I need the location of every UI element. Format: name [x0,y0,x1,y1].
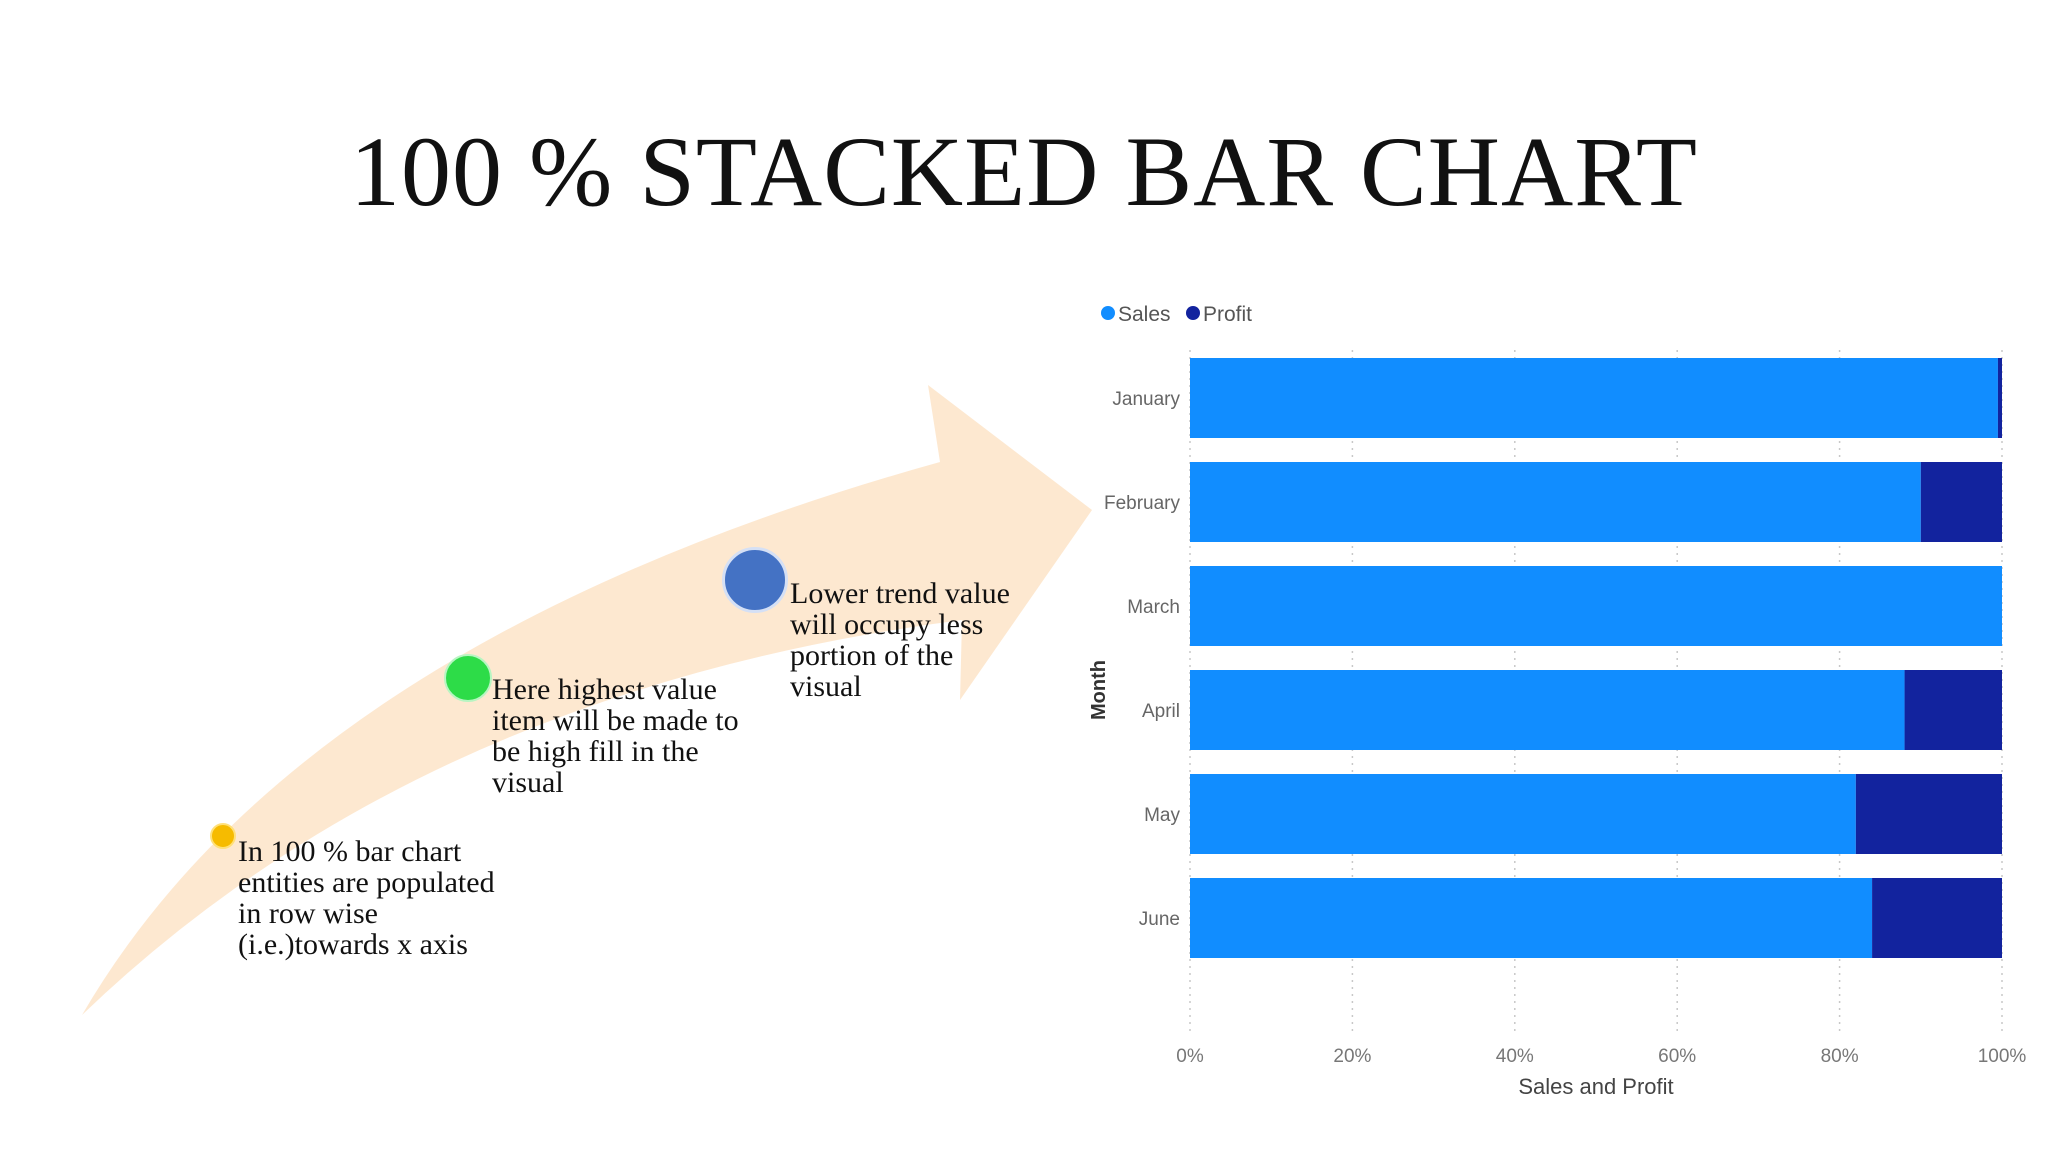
bar-february-sales [1190,462,1921,542]
category-label-may: May [1144,805,1180,826]
legend-swatch-sales [1101,306,1115,320]
note-entities-row-wise: In 100 % bar chart entities are populate… [238,835,495,961]
chart-category-labels: January February March April May June [1104,389,1181,930]
bar-june-sales [1190,878,1873,958]
x-tick-label: 80% [1821,1046,1859,1067]
curved-arrow-shape [82,385,1092,1015]
page-title: 100 % STACKED BAR CHART [350,116,1698,227]
chart-x-ticks: 0% 20% 40% 60% 80% 100% [1176,1046,2026,1067]
legend-label-profit: Profit [1203,303,1252,326]
bar-april-sales [1190,670,1905,750]
x-tick-label: 0% [1176,1046,1204,1067]
stacked-bar-chart: Sales Profit January February March April May… [1088,303,2026,1099]
bullet-dot-green [444,654,492,702]
bar-march-sales [1190,566,2002,646]
x-tick-label: 60% [1658,1046,1696,1067]
curved-arrow [82,385,1092,1015]
category-label-june: June [1139,909,1180,930]
x-tick-label: 20% [1333,1046,1371,1067]
x-tick-label: 100% [1978,1046,2027,1067]
chart-legend: Sales Profit [1101,303,1252,326]
note-highest-value: Here highest value item will be made to … [492,673,739,799]
bar-january-profit [1997,358,2002,438]
category-label-january: January [1112,389,1180,410]
bar-april-profit [1904,670,2002,750]
bar-june-profit [1872,878,2002,958]
bar-may-profit [1855,774,2002,854]
legend-label-sales: Sales [1118,303,1171,326]
x-axis-title: Sales and Profit [1518,1074,1673,1099]
legend-swatch-profit [1186,306,1200,320]
y-axis-title: Month [1088,660,1110,720]
bullet-dot-blue [722,547,788,613]
category-label-march: March [1127,597,1180,618]
bullet-dot-yellow [210,823,236,849]
bar-february-profit [1920,462,2002,542]
bar-may-sales [1190,774,1856,854]
chart-bars [1190,358,2002,958]
category-label-april: April [1142,701,1180,722]
bar-january-sales [1190,358,1998,438]
category-label-february: February [1104,493,1181,514]
x-tick-label: 40% [1496,1046,1534,1067]
note-lower-trend: Lower trend value will occupy less porti… [790,577,1010,703]
